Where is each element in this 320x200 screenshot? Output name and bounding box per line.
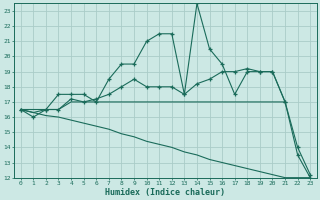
- X-axis label: Humidex (Indice chaleur): Humidex (Indice chaleur): [106, 188, 226, 197]
